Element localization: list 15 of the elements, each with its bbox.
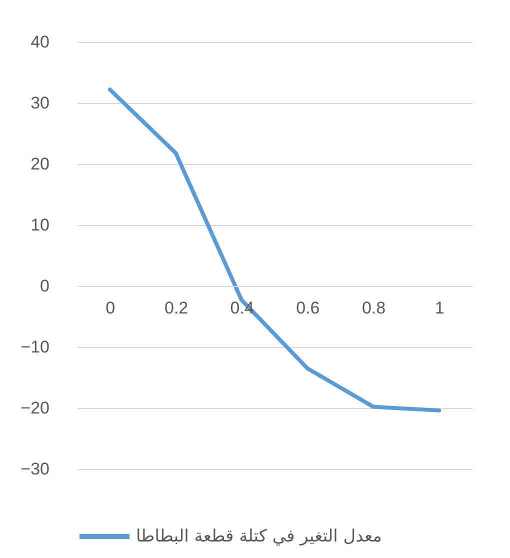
y-tick-label: −30 [20,460,50,478]
y-tick-label: 10 [30,216,50,234]
x-tick-label: 0.6 [296,298,320,318]
y-tick-label: 20 [30,154,50,174]
x-tick-label: 0.8 [362,298,386,318]
line-series [108,88,442,412]
x-tick-label: 0 [106,298,116,318]
y-tick-label: −20 [20,398,50,418]
legend-label: معدل التغير في كتلة قطعة البطاطا [136,526,382,546]
x-tick-label: 0.2 [164,298,188,318]
x-tick-label: 1 [434,298,444,318]
y-tick-label: 30 [30,94,50,112]
y-tick-label: −10 [20,338,50,356]
y-tick-label: 40 [30,32,50,52]
y-tick-label: 0 [40,276,50,296]
